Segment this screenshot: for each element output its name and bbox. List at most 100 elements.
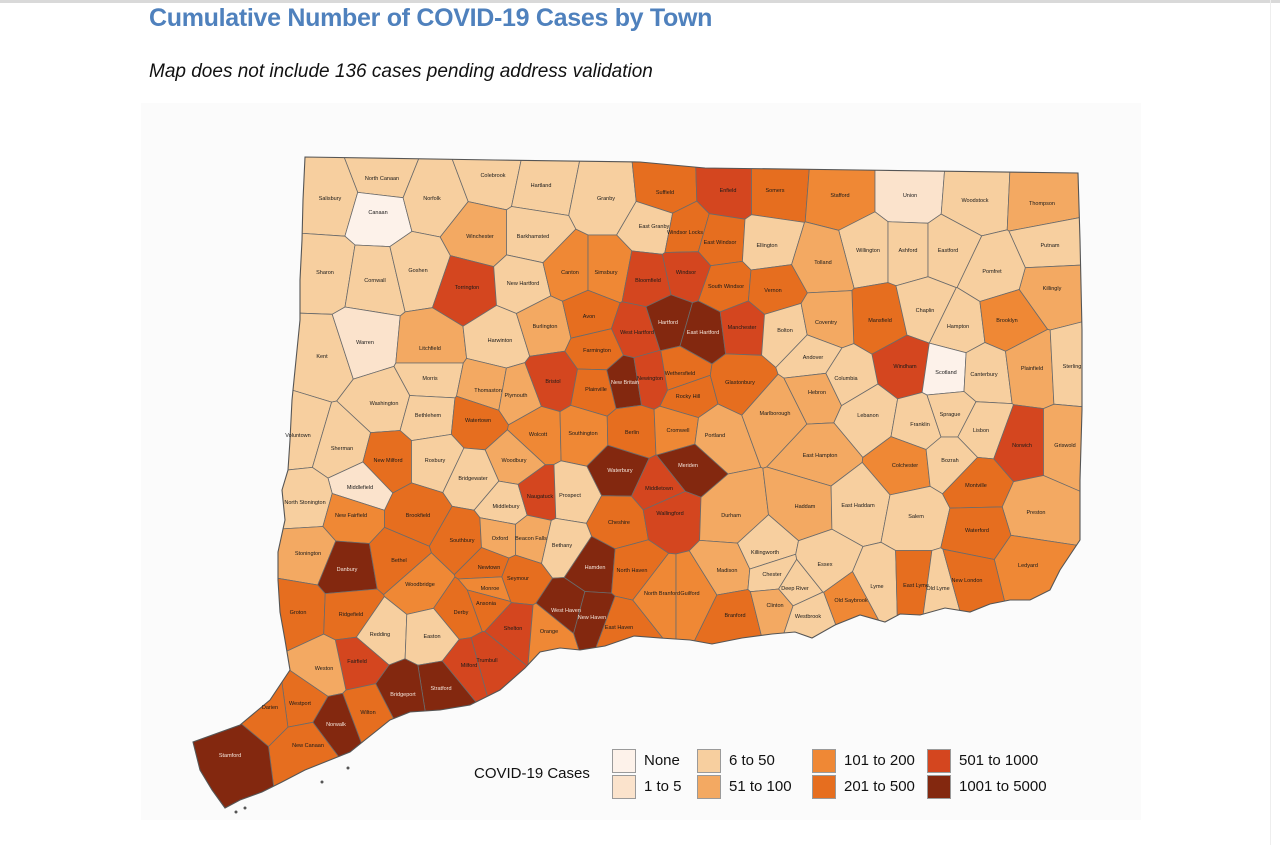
town-label: Plainville [585, 387, 607, 393]
state-border [192, 156, 1083, 809]
town-label: Sherman [331, 446, 353, 452]
town-label: Windsor Locks [667, 230, 703, 236]
town-label: Bridgeport [390, 692, 416, 698]
town-label: New Fairfield [335, 513, 367, 519]
town-label: Fairfield [347, 659, 367, 665]
town-label: Newtown [478, 565, 501, 571]
town-label: Woodbury [502, 458, 527, 464]
town-label: East Granby [639, 224, 670, 230]
town-label: Preston [1027, 510, 1046, 516]
town-label: Barkhamsted [517, 234, 549, 240]
town-label: Beacon Falls [515, 536, 547, 542]
town-label: New Milford [373, 458, 402, 464]
town-label: Avon [583, 314, 595, 320]
town-label: North Canaan [365, 176, 399, 182]
town-label: Bridgewater [458, 476, 488, 482]
town-somers [751, 157, 812, 223]
town-label: Trumbull [476, 658, 497, 664]
town-label: Woodbridge [405, 582, 435, 588]
legend-label: 201 to 500 [844, 778, 915, 795]
town-label: Chaplin [916, 308, 935, 314]
town-label: Hartland [531, 183, 552, 189]
town-labels-layer: North Canaan Salisbury Canaan Norfolk Colebr… [192, 156, 1083, 814]
town-label: Old Lyme [926, 586, 949, 592]
town-label: Wilton [360, 710, 375, 716]
page-title: Cumulative Number of COVID-19 Cases by T… [149, 4, 713, 32]
town-label: Woodstock [961, 198, 988, 204]
town-label: Meriden [678, 463, 698, 469]
legend-label: None [644, 752, 680, 769]
town-label: Canaan [368, 210, 387, 216]
legend-label: 101 to 200 [844, 752, 915, 769]
town-label: New London [952, 578, 983, 584]
town-label: Canton [561, 270, 579, 276]
town-label: East Hampton [803, 453, 838, 459]
town-label: Torrington [455, 285, 479, 291]
legend-swatch [927, 775, 951, 799]
town-label: Waterford [965, 528, 989, 534]
town-label: Salem [908, 514, 924, 520]
town-label: Westbrook [795, 614, 821, 620]
towns-layer [193, 157, 1082, 808]
town-label: Voluntown [285, 433, 310, 439]
town-label: East Lyme [903, 583, 929, 589]
town-label: Franklin [910, 422, 930, 428]
town-label: Griswold [1054, 443, 1075, 449]
town-label: North Branford [644, 591, 680, 597]
town-label: Union [903, 193, 917, 199]
town-label: Chester [762, 572, 781, 578]
town-label: Bristol [545, 379, 560, 385]
island [320, 780, 324, 784]
town-label: Wethersfield [665, 371, 695, 377]
island [234, 810, 238, 814]
town-label: Killingworth [751, 550, 779, 556]
town-label: Colebrook [480, 173, 505, 179]
town-label: Cheshire [608, 520, 630, 526]
town-label: Salisbury [319, 196, 342, 202]
island [243, 806, 247, 810]
town-label: Ashford [899, 248, 918, 254]
town-label: Vernon [764, 288, 781, 294]
town-label: Wallingford [656, 511, 683, 517]
town-label: Litchfield [419, 346, 441, 352]
town-label: Essex [818, 562, 833, 568]
town-label: Bozrah [941, 458, 958, 464]
town-label: Killingly [1043, 286, 1062, 292]
town-label: Ridgefield [339, 612, 363, 618]
town-label: Portland [705, 433, 726, 439]
town-west-haven [535, 577, 586, 635]
town-label: East Haddam [841, 503, 875, 509]
town-label: Winchester [466, 234, 494, 240]
town-label: Lyme [870, 584, 883, 590]
town-label: Windham [893, 364, 917, 370]
town-label: New Hartford [507, 281, 539, 287]
town-label: Lebanon [857, 413, 878, 419]
town-label: Ledyard [1018, 563, 1038, 569]
town-label: Simsbury [595, 270, 618, 276]
town-label: Naugatuck [527, 494, 554, 500]
town-thompson [1006, 157, 1082, 232]
town-label: Canterbury [970, 372, 997, 378]
legend-title: COVID-19 Cases [474, 765, 590, 782]
town-label: Marlborough [760, 411, 791, 417]
legend-swatch [612, 775, 636, 799]
town-label: New Haven [578, 615, 606, 621]
town-label: Bethlehem [415, 413, 442, 419]
town-label: Southington [568, 431, 597, 437]
town-label: Sterling [1063, 364, 1082, 370]
town-label: Scotland [935, 370, 956, 376]
town-label: Ellington [756, 243, 777, 249]
town-label: Columbia [834, 376, 858, 382]
town-label: West Haven [551, 608, 581, 614]
town-label: Old Saybrook [834, 598, 868, 604]
town-label: Morris [422, 376, 438, 382]
town-label: Danbury [337, 567, 358, 573]
town-label: Roxbury [425, 458, 446, 464]
town-label: Bethany [552, 543, 572, 549]
town-label: Thomaston [474, 388, 502, 394]
town-label: Kent [316, 354, 328, 360]
town-label: Stafford [830, 193, 849, 199]
town-label: Bethel [391, 558, 407, 564]
town-label: Montville [965, 483, 987, 489]
